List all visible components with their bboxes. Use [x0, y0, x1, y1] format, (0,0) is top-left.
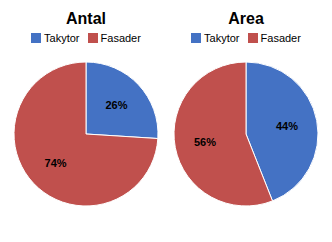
html-text:Takytor: Takytor: [44, 32, 80, 44]
html-text:Takytor: Takytor: [204, 32, 240, 44]
svg-text:74%: 74%: [45, 157, 67, 169]
svg-text:44%: 44%: [276, 120, 298, 132]
html-text:Area: Area: [228, 10, 264, 27]
html-text:Fasader: Fasader: [260, 32, 301, 44]
svg-text:26%: 26%: [105, 99, 127, 111]
html-text:Antal: Antal: [66, 10, 106, 27]
svg-text:56%: 56%: [194, 136, 216, 148]
html-text:Fasader: Fasader: [100, 32, 141, 44]
